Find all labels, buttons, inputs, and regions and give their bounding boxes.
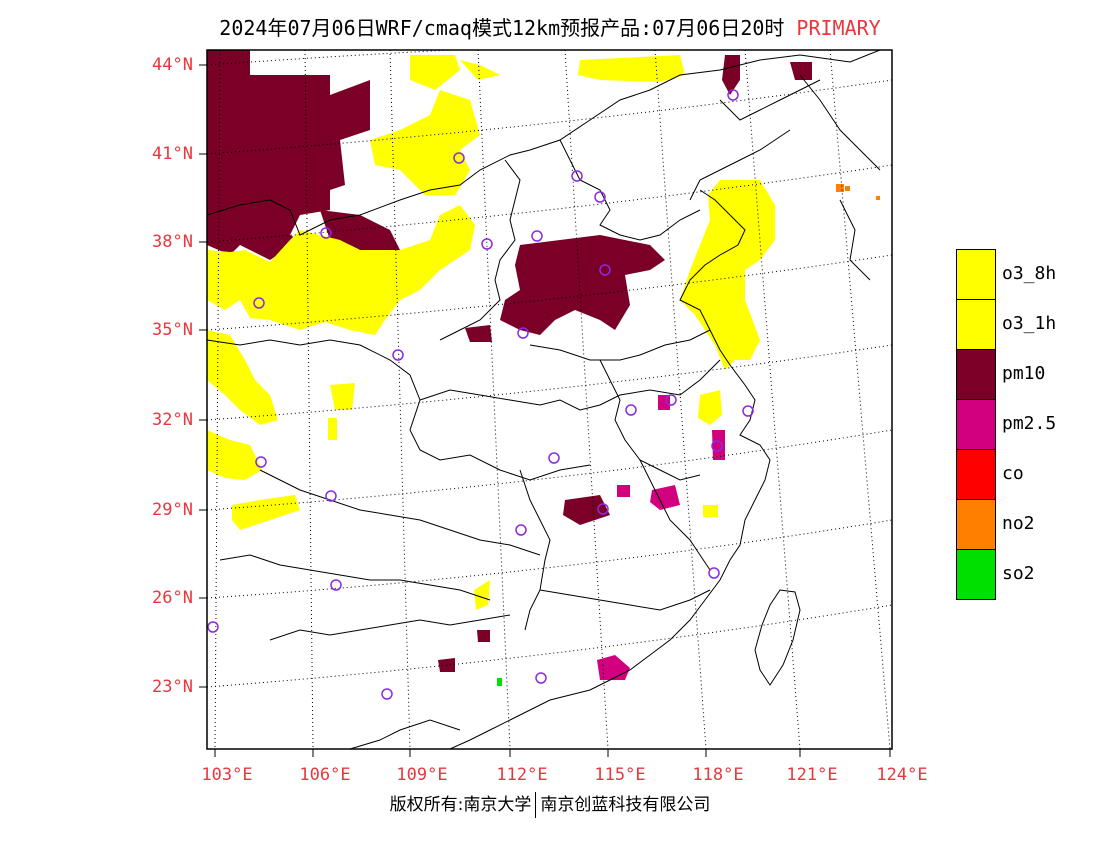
legend-item-pm10: pm10: [956, 349, 1096, 400]
legend-item-co: co: [956, 449, 1096, 500]
lon-label-103: 103°E: [201, 765, 253, 785]
lon-label-106: 106°E: [299, 765, 351, 785]
legend-swatch: [956, 549, 996, 600]
legend-swatch: [956, 449, 996, 500]
title-main: 2024年07月06日WRF/cmaq模式12km预报产品:07月06日20时: [219, 16, 785, 40]
legend-label: pm2.5: [1002, 413, 1057, 434]
credit-right: 南京创蓝科技有限公司: [540, 795, 711, 815]
legend-label: o3_8h: [1002, 263, 1057, 284]
lon-label-112: 112°E: [496, 765, 548, 785]
legend-item-pm25: pm2.5: [956, 399, 1096, 450]
graticule: [207, 50, 892, 749]
map-title: 2024年07月06日WRF/cmaq模式12km预报产品:07月06日20时 P…: [0, 12, 1100, 41]
pollutant-legend: o3_8h o3_1h pm10 pm2.5 co no2 so2: [956, 249, 1096, 600]
legend-item-o3-8h: o3_8h: [956, 249, 1096, 300]
lat-label-23: 23°N: [152, 677, 193, 697]
lon-label-124: 124°E: [876, 765, 928, 785]
lon-label-121: 121°E: [786, 765, 838, 785]
map-frame: [206, 49, 893, 750]
so2-spots: [497, 678, 502, 686]
lat-label-44: 44°N: [152, 55, 193, 75]
lat-label-41: 41°N: [152, 144, 193, 164]
axis-ticks: [199, 64, 891, 757]
lon-label-118: 118°E: [692, 765, 744, 785]
credit-separator: [535, 792, 537, 818]
credit-left: 版权所有:南京大学: [389, 795, 532, 815]
legend-label: so2: [1002, 563, 1035, 584]
legend-swatch: [956, 399, 996, 450]
lat-label-26: 26°N: [152, 588, 193, 608]
legend-swatch: [956, 249, 996, 300]
no2-spots: [836, 184, 880, 200]
province-boundaries: [207, 50, 881, 641]
lat-label-38: 38°N: [152, 232, 193, 252]
lat-label-32: 32°N: [152, 410, 193, 430]
o3-regions: [207, 55, 775, 610]
lon-label-109: 109°E: [396, 765, 448, 785]
pm25-regions: [597, 395, 725, 680]
legend-item-o3-1h: o3_1h: [956, 299, 1096, 350]
pm10-regions: [207, 50, 812, 672]
legend-label: pm10: [1002, 363, 1046, 384]
lon-label-115: 115°E: [594, 765, 646, 785]
lat-label-35: 35°N: [152, 320, 193, 340]
legend-item-no2: no2: [956, 499, 1096, 550]
legend-label: co: [1002, 463, 1024, 484]
station-markers: [207, 89, 754, 700]
legend-swatch: [956, 499, 996, 550]
legend-label: o3_1h: [1002, 313, 1057, 334]
legend-item-so2: so2: [956, 549, 1096, 600]
legend-label: no2: [1002, 513, 1035, 534]
copyright-credit: 版权所有:南京大学 南京创蓝科技有限公司: [0, 790, 1100, 818]
title-tag: PRIMARY: [796, 16, 881, 40]
lat-label-29: 29°N: [152, 500, 193, 520]
coastline: [349, 74, 881, 749]
legend-swatch: [956, 349, 996, 400]
legend-swatch: [956, 299, 996, 350]
